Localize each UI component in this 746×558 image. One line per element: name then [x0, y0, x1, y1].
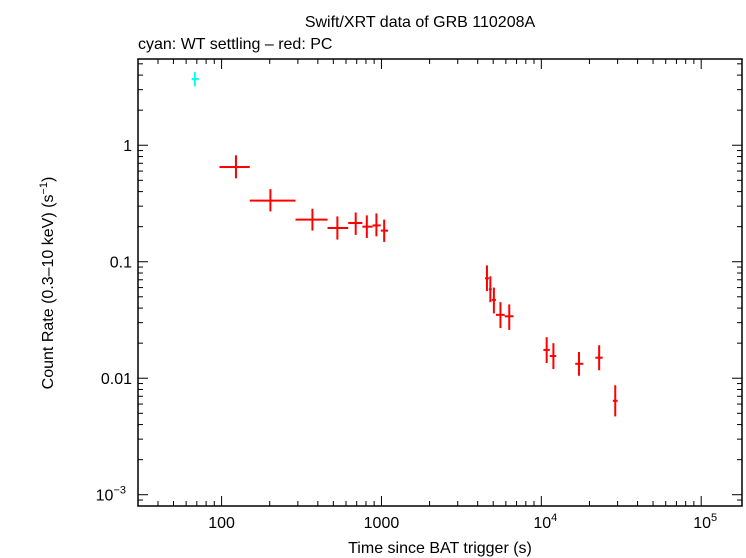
x-tick-label-base: 10 [693, 515, 711, 532]
series-0 [191, 72, 199, 87]
data-point [327, 216, 349, 240]
data-point [219, 155, 250, 179]
data-point [348, 212, 363, 235]
y-tick-label: 1 [123, 138, 132, 155]
y-tick-label-base: 0.01 [101, 371, 132, 388]
data-point [362, 215, 373, 238]
x-axis-label: Time since BAT trigger (s) [348, 540, 532, 557]
data-point [488, 276, 492, 303]
chart-subtitle: cyan: WT settling – red: PC [138, 36, 332, 53]
data-point [380, 219, 389, 242]
series-1 [219, 155, 618, 417]
data-point [295, 208, 328, 231]
y-tick-label-exponent: −3 [113, 485, 126, 497]
y-tick-label-base: 1 [123, 138, 132, 155]
data-point [372, 213, 381, 237]
y-tick-label: 0.1 [110, 255, 132, 272]
data-point [191, 72, 199, 87]
data-point [485, 265, 489, 292]
x-tick-label: 1000 [364, 515, 400, 532]
data-point [549, 343, 557, 369]
chart-title: Swift/XRT data of GRB 110208A [305, 14, 536, 31]
y-axis-label-superscript: −1 [38, 182, 50, 195]
y-tick-label-base: 0.1 [110, 255, 132, 272]
data-point [575, 351, 584, 376]
y-axis-label: Count Rate (0.3–10 keV) (s−1) [38, 177, 57, 390]
y-tick-label-base: 10 [96, 488, 114, 505]
y-axis-label-main: Count Rate (0.3–10 keV) (s [40, 195, 57, 390]
data-point [595, 345, 603, 371]
x-tick-label: 100 [208, 515, 235, 532]
data-point [491, 287, 496, 314]
x-tick-label-base: 1000 [364, 515, 400, 532]
plot-frame [137, 58, 743, 507]
x-tick-label-exponent: 4 [551, 512, 557, 524]
data-point [249, 189, 296, 212]
x-tick-label: 105 [693, 512, 717, 532]
axis-ticks [137, 59, 742, 507]
x-tick-label: 104 [533, 512, 557, 532]
x-tick-label-base: 100 [208, 515, 235, 532]
data-point [504, 304, 514, 330]
data-point [612, 385, 618, 417]
y-axis-label-end: ) [40, 177, 57, 182]
data-point [543, 337, 550, 364]
data-point [495, 302, 505, 328]
data-points [191, 72, 618, 417]
x-tick-label-exponent: 5 [711, 512, 717, 524]
y-tick-label: 0.01 [101, 371, 132, 388]
y-tick-label: 10−3 [96, 485, 126, 505]
x-tick-label-base: 10 [533, 515, 551, 532]
